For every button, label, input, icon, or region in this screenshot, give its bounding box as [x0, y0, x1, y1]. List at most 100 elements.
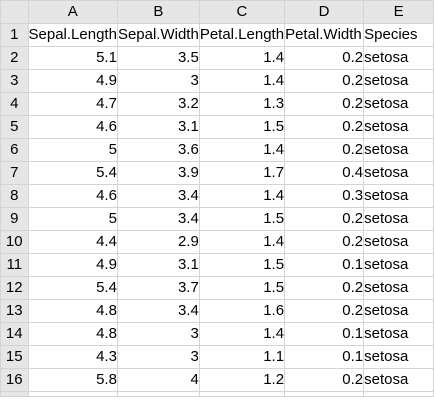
row-number[interactable]: 2 [0, 46, 29, 70]
empty-cell[interactable] [116, 391, 200, 397]
cell-d8[interactable]: 0.3 [284, 184, 365, 208]
column-header-d[interactable]: D [284, 0, 365, 24]
cell-e5[interactable]: setosa [363, 115, 434, 139]
cell-c8[interactable]: 1.4 [198, 184, 286, 208]
cell-d15[interactable]: 0.1 [284, 345, 365, 369]
cell-b11[interactable]: 3.1 [116, 253, 200, 277]
cell-e15[interactable]: setosa [363, 345, 434, 369]
cell-b9[interactable]: 3.4 [116, 207, 200, 231]
row-number[interactable]: 7 [0, 161, 29, 185]
cell-c7[interactable]: 1.7 [198, 161, 286, 185]
cell-e14[interactable]: setosa [363, 322, 434, 346]
cell-e2[interactable]: setosa [363, 46, 434, 70]
row-number[interactable]: 1 [0, 23, 29, 47]
cell-e4[interactable]: setosa [363, 92, 434, 116]
cell-a11[interactable]: 4.9 [27, 253, 118, 277]
cell-d14[interactable]: 0.1 [284, 322, 365, 346]
cell-e6[interactable]: setosa [363, 138, 434, 162]
cell-e11[interactable]: setosa [363, 253, 434, 277]
cell-a6[interactable]: 5 [27, 138, 118, 162]
cell-b14[interactable]: 3 [116, 322, 200, 346]
row-number[interactable]: 14 [0, 322, 29, 346]
cell-b1[interactable]: Sepal.Width [116, 23, 200, 47]
cell-d12[interactable]: 0.2 [284, 276, 365, 300]
cell-b6[interactable]: 3.6 [116, 138, 200, 162]
cell-b7[interactable]: 3.9 [116, 161, 200, 185]
row-number[interactable]: 9 [0, 207, 29, 231]
cell-a7[interactable]: 5.4 [27, 161, 118, 185]
cell-e8[interactable]: setosa [363, 184, 434, 208]
row-number[interactable]: 8 [0, 184, 29, 208]
row-number[interactable]: 11 [0, 253, 29, 277]
cell-e9[interactable]: setosa [363, 207, 434, 231]
cell-d9[interactable]: 0.2 [284, 207, 365, 231]
row-number[interactable]: 10 [0, 230, 29, 254]
row-number[interactable] [0, 391, 29, 397]
cell-c2[interactable]: 1.4 [198, 46, 286, 70]
cell-a13[interactable]: 4.8 [27, 299, 118, 323]
cell-d4[interactable]: 0.2 [284, 92, 365, 116]
cell-b4[interactable]: 3.2 [116, 92, 200, 116]
cell-c3[interactable]: 1.4 [198, 69, 286, 93]
cell-b13[interactable]: 3.4 [116, 299, 200, 323]
cell-d11[interactable]: 0.1 [284, 253, 365, 277]
cell-b12[interactable]: 3.7 [116, 276, 200, 300]
cell-b5[interactable]: 3.1 [116, 115, 200, 139]
cell-b8[interactable]: 3.4 [116, 184, 200, 208]
cell-d10[interactable]: 0.2 [284, 230, 365, 254]
cell-d13[interactable]: 0.2 [284, 299, 365, 323]
cell-d3[interactable]: 0.2 [284, 69, 365, 93]
cell-b10[interactable]: 2.9 [116, 230, 200, 254]
cell-b3[interactable]: 3 [116, 69, 200, 93]
cell-c12[interactable]: 1.5 [198, 276, 286, 300]
column-header-c[interactable]: C [198, 0, 286, 24]
cell-e12[interactable]: setosa [363, 276, 434, 300]
cell-e1[interactable]: Species [363, 23, 434, 47]
empty-cell[interactable] [363, 391, 434, 397]
cell-c5[interactable]: 1.5 [198, 115, 286, 139]
cell-a12[interactable]: 5.4 [27, 276, 118, 300]
cell-e10[interactable]: setosa [363, 230, 434, 254]
cell-e13[interactable]: setosa [363, 299, 434, 323]
cell-e3[interactable]: setosa [363, 69, 434, 93]
cell-d6[interactable]: 0.2 [284, 138, 365, 162]
cell-a15[interactable]: 4.3 [27, 345, 118, 369]
cell-d7[interactable]: 0.4 [284, 161, 365, 185]
row-number[interactable]: 6 [0, 138, 29, 162]
cell-a5[interactable]: 4.6 [27, 115, 118, 139]
cell-c11[interactable]: 1.5 [198, 253, 286, 277]
cell-b16[interactable]: 4 [116, 368, 200, 392]
cell-d1[interactable]: Petal.Width [284, 23, 365, 47]
cell-b15[interactable]: 3 [116, 345, 200, 369]
cell-a9[interactable]: 5 [27, 207, 118, 231]
cell-e16[interactable]: setosa [363, 368, 434, 392]
cell-c1[interactable]: Petal.Length [198, 23, 286, 47]
cell-a4[interactable]: 4.7 [27, 92, 118, 116]
cell-c16[interactable]: 1.2 [198, 368, 286, 392]
row-number[interactable]: 16 [0, 368, 29, 392]
cell-e7[interactable]: setosa [363, 161, 434, 185]
cell-c15[interactable]: 1.1 [198, 345, 286, 369]
cell-a10[interactable]: 4.4 [27, 230, 118, 254]
cell-a14[interactable]: 4.8 [27, 322, 118, 346]
row-number[interactable]: 4 [0, 92, 29, 116]
cell-b2[interactable]: 3.5 [116, 46, 200, 70]
cell-c13[interactable]: 1.6 [198, 299, 286, 323]
cell-a16[interactable]: 5.8 [27, 368, 118, 392]
row-number[interactable]: 5 [0, 115, 29, 139]
empty-cell[interactable] [27, 391, 118, 397]
cell-d5[interactable]: 0.2 [284, 115, 365, 139]
select-all-corner[interactable] [0, 0, 29, 24]
cell-a1[interactable]: Sepal.Length [27, 23, 118, 47]
cell-c6[interactable]: 1.4 [198, 138, 286, 162]
empty-cell[interactable] [198, 391, 286, 397]
row-number[interactable]: 12 [0, 276, 29, 300]
empty-cell[interactable] [284, 391, 365, 397]
row-number[interactable]: 13 [0, 299, 29, 323]
cell-d16[interactable]: 0.2 [284, 368, 365, 392]
cell-a3[interactable]: 4.9 [27, 69, 118, 93]
row-number[interactable]: 15 [0, 345, 29, 369]
cell-d2[interactable]: 0.2 [284, 46, 365, 70]
cell-a2[interactable]: 5.1 [27, 46, 118, 70]
cell-c9[interactable]: 1.5 [198, 207, 286, 231]
